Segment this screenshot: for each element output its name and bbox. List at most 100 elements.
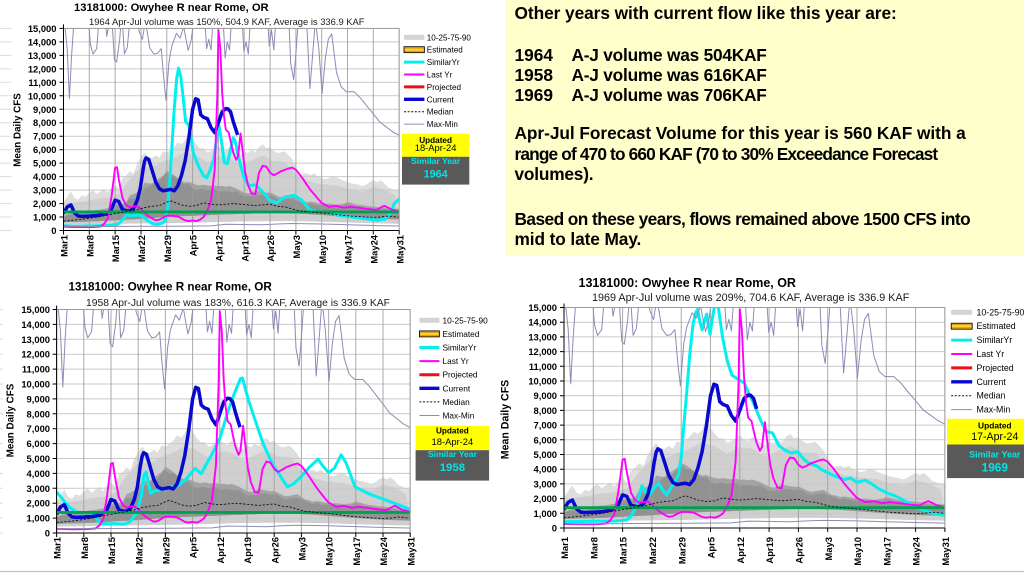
svg-text:Apr12: Apr12 <box>215 537 226 564</box>
svg-text:5,000: 5,000 <box>27 453 50 464</box>
svg-text:1,000: 1,000 <box>27 513 50 524</box>
svg-text:8,000: 8,000 <box>33 117 56 128</box>
svg-text:SimilarYr: SimilarYr <box>977 335 1013 345</box>
svg-text:Projected: Projected <box>443 370 478 380</box>
svg-text:12,000: 12,000 <box>21 349 50 360</box>
svg-text:Max-Min: Max-Min <box>443 411 475 421</box>
svg-text:Estimated: Estimated <box>427 46 463 55</box>
svg-text:May10: May10 <box>324 537 335 566</box>
svg-text:Mar8: Mar8 <box>588 537 599 559</box>
svg-text:10,000: 10,000 <box>28 90 57 101</box>
svg-text:13181000: Owyhee R near Rome,: 13181000: Owyhee R near Rome, OR <box>74 2 269 14</box>
svg-text:May17: May17 <box>351 537 362 566</box>
svg-text:Estimated: Estimated <box>443 329 480 339</box>
svg-text:Apr19: Apr19 <box>764 537 775 564</box>
svg-text:Mar29: Mar29 <box>162 235 173 262</box>
svg-text:5,000: 5,000 <box>33 158 56 169</box>
svg-text:Current: Current <box>443 383 471 393</box>
svg-text:Projected: Projected <box>977 363 1014 373</box>
svg-text:15,000: 15,000 <box>28 23 57 34</box>
svg-text:Apr12: Apr12 <box>214 235 225 262</box>
svg-text:2,000: 2,000 <box>27 498 50 509</box>
svg-text:13,000: 13,000 <box>21 334 50 345</box>
svg-text:Apr5: Apr5 <box>188 537 199 558</box>
svg-text:6,000: 6,000 <box>534 434 557 445</box>
svg-text:Mar1: Mar1 <box>52 537 63 559</box>
svg-text:Updated: Updated <box>436 426 469 435</box>
svg-text:2,000: 2,000 <box>33 198 56 209</box>
svg-text:Updated: Updated <box>419 136 452 145</box>
svg-text:Mean Daily CFS: Mean Daily CFS <box>5 383 16 457</box>
svg-text:Mar15: Mar15 <box>618 537 629 564</box>
svg-text:9,000: 9,000 <box>534 390 557 401</box>
svg-text:13181000: Owyhee R near Rome,: 13181000: Owyhee R near Rome, OR <box>69 281 273 294</box>
svg-text:1,000: 1,000 <box>534 508 557 519</box>
svg-text:5,000: 5,000 <box>534 449 557 460</box>
svg-text:Current: Current <box>977 377 1007 387</box>
svg-text:Projected: Projected <box>427 83 461 92</box>
svg-text:May31: May31 <box>394 235 405 264</box>
svg-text:Similar Year: Similar Year <box>428 449 478 459</box>
svg-text:Median: Median <box>443 397 471 407</box>
svg-text:3,000: 3,000 <box>33 185 56 196</box>
svg-text:12,000: 12,000 <box>28 63 57 74</box>
svg-text:May10: May10 <box>852 537 863 566</box>
svg-text:14,000: 14,000 <box>28 36 57 47</box>
svg-text:1958: 1958 <box>440 462 465 474</box>
svg-text:May3: May3 <box>291 235 302 258</box>
svg-text:18-Apr-24: 18-Apr-24 <box>432 436 474 447</box>
svg-text:1,000: 1,000 <box>33 212 56 223</box>
svg-text:9,000: 9,000 <box>27 393 50 404</box>
svg-text:10-25-75-90: 10-25-75-90 <box>443 315 489 325</box>
svg-text:May3: May3 <box>297 537 308 560</box>
svg-text:2,000: 2,000 <box>534 493 557 504</box>
svg-text:9,000: 9,000 <box>33 104 56 115</box>
svg-text:1969: 1969 <box>982 461 1009 475</box>
svg-text:3,000: 3,000 <box>27 483 50 494</box>
svg-text:13181000: Owyhee R near Rome,: 13181000: Owyhee R near Rome, OR <box>579 276 796 290</box>
svg-text:SimilarYr: SimilarYr <box>443 343 477 353</box>
svg-text:Mean Daily CFS: Mean Daily CFS <box>499 380 511 459</box>
svg-text:May24: May24 <box>378 536 389 565</box>
svg-text:Current: Current <box>427 95 455 104</box>
svg-text:17-Apr-24: 17-Apr-24 <box>971 431 1018 443</box>
svg-text:Mean Daily CFS: Mean Daily CFS <box>13 93 24 167</box>
svg-text:0: 0 <box>45 528 50 539</box>
svg-text:0: 0 <box>552 523 557 534</box>
svg-text:May31: May31 <box>405 537 416 566</box>
svg-text:1964: 1964 <box>424 168 448 180</box>
svg-text:Similar Year: Similar Year <box>969 449 1021 459</box>
svg-text:4,000: 4,000 <box>534 464 557 475</box>
svg-text:Apr19: Apr19 <box>242 537 253 564</box>
svg-text:Apr5: Apr5 <box>706 537 717 558</box>
svg-text:11,000: 11,000 <box>22 364 50 375</box>
svg-text:7,000: 7,000 <box>534 420 557 431</box>
svg-text:Mar22: Mar22 <box>133 537 144 564</box>
svg-text:May10: May10 <box>317 235 328 264</box>
svg-text:18-Apr-24: 18-Apr-24 <box>415 142 457 153</box>
svg-text:13,000: 13,000 <box>28 50 57 61</box>
svg-text:8,000: 8,000 <box>27 408 50 419</box>
svg-text:Mar22: Mar22 <box>647 537 658 564</box>
svg-text:10,000: 10,000 <box>21 379 50 390</box>
svg-text:Max-Min: Max-Min <box>977 405 1011 415</box>
svg-text:Estimated: Estimated <box>977 321 1016 331</box>
svg-text:May31: May31 <box>940 537 951 566</box>
svg-text:13,000: 13,000 <box>528 331 557 342</box>
svg-text:7,000: 7,000 <box>33 131 56 142</box>
svg-text:11,000: 11,000 <box>28 77 56 88</box>
svg-text:14,000: 14,000 <box>528 317 557 328</box>
svg-text:11,000: 11,000 <box>529 361 557 372</box>
svg-text:10-25-75-90: 10-25-75-90 <box>427 33 472 42</box>
svg-text:Mar8: Mar8 <box>84 235 95 257</box>
svg-text:0: 0 <box>51 225 56 236</box>
svg-text:12,000: 12,000 <box>528 346 557 357</box>
svg-text:Apr26: Apr26 <box>269 537 280 564</box>
svg-text:Median: Median <box>427 108 454 117</box>
svg-text:May24: May24 <box>911 536 922 565</box>
svg-text:14,000: 14,000 <box>21 319 50 330</box>
svg-text:Mar1: Mar1 <box>559 537 570 559</box>
svg-text:Last Yr: Last Yr <box>977 349 1005 359</box>
svg-text:3,000: 3,000 <box>534 478 557 489</box>
svg-text:15,000: 15,000 <box>528 302 557 313</box>
